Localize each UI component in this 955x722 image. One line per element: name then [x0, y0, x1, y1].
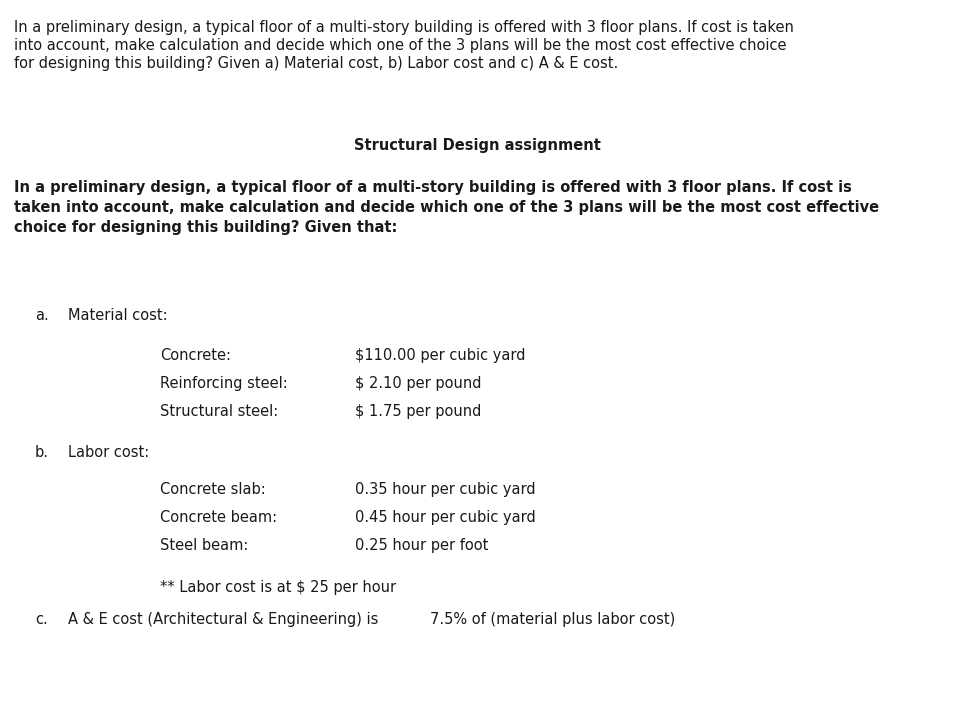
Text: Material cost:: Material cost:: [68, 308, 168, 323]
Text: 0.25 hour per foot: 0.25 hour per foot: [355, 538, 488, 553]
Text: 7.5% of (material plus labor cost): 7.5% of (material plus labor cost): [430, 612, 675, 627]
Text: ** Labor cost is at $ 25 per hour: ** Labor cost is at $ 25 per hour: [160, 580, 396, 595]
Text: into account, make calculation and decide which one of the 3 plans will be the m: into account, make calculation and decid…: [14, 38, 787, 53]
Text: In a preliminary design, a typical floor of a multi-story building is offered wi: In a preliminary design, a typical floor…: [14, 20, 794, 35]
Text: Concrete:: Concrete:: [160, 348, 231, 363]
Text: $ 2.10 per pound: $ 2.10 per pound: [355, 376, 481, 391]
Text: a.: a.: [35, 308, 49, 323]
Text: c.: c.: [35, 612, 48, 627]
Text: choice for designing this building? Given that:: choice for designing this building? Give…: [14, 220, 397, 235]
Text: In a preliminary design, a typical floor of a multi-story building is offered wi: In a preliminary design, a typical floor…: [14, 180, 852, 195]
Text: $ 1.75 per pound: $ 1.75 per pound: [355, 404, 481, 419]
Text: Structural Design assignment: Structural Design assignment: [353, 138, 601, 153]
Text: taken into account, make calculation and decide which one of the 3 plans will be: taken into account, make calculation and…: [14, 200, 880, 215]
Text: 0.45 hour per cubic yard: 0.45 hour per cubic yard: [355, 510, 536, 525]
Text: Labor cost:: Labor cost:: [68, 445, 149, 460]
Text: Steel beam:: Steel beam:: [160, 538, 248, 553]
Text: Concrete beam:: Concrete beam:: [160, 510, 277, 525]
Text: Structural steel:: Structural steel:: [160, 404, 278, 419]
Text: Reinforcing steel:: Reinforcing steel:: [160, 376, 287, 391]
Text: 0.35 hour per cubic yard: 0.35 hour per cubic yard: [355, 482, 536, 497]
Text: A & E cost (Architectural & Engineering) is: A & E cost (Architectural & Engineering)…: [68, 612, 378, 627]
Text: b.: b.: [35, 445, 49, 460]
Text: Concrete slab:: Concrete slab:: [160, 482, 265, 497]
Text: for designing this building? Given a) Material cost, b) Labor cost and c) A & E : for designing this building? Given a) Ma…: [14, 56, 618, 71]
Text: $110.00 per cubic yard: $110.00 per cubic yard: [355, 348, 525, 363]
